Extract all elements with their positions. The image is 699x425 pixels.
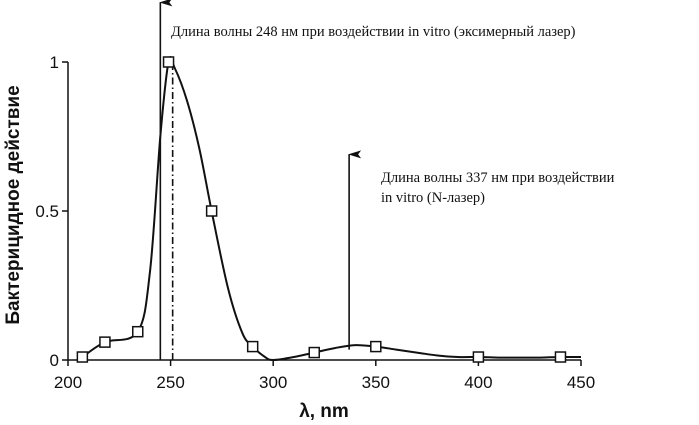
data-point (473, 352, 483, 362)
data-point (100, 337, 110, 347)
data-point (77, 352, 87, 362)
data-point (309, 348, 319, 358)
annotation-text: Длина волны 337 нм при воздействии (381, 170, 615, 186)
data-point (248, 342, 258, 352)
series-curve (78, 57, 581, 360)
x-tick-label: 300 (259, 373, 287, 392)
x-tick-label: 400 (464, 373, 492, 392)
annotation-text: Длина волны 248 нм при воздействии in vi… (171, 24, 576, 40)
x-axis-title: λ, nm (299, 401, 349, 422)
x-tick-label: 250 (156, 373, 184, 392)
x-tick-label: 350 (362, 373, 390, 392)
x-tick-label: 450 (567, 373, 595, 392)
y-tick-label: 0 (50, 351, 59, 370)
x-tick-label: 200 (54, 373, 82, 392)
y-axis-title: Бактерицидное действие (3, 85, 24, 324)
x-ticks: 200 250 300 350 400 450 (54, 360, 595, 392)
data-point (371, 342, 381, 352)
y-tick-label: 0.5 (35, 202, 59, 221)
y-ticks: 00.51 (35, 53, 68, 370)
data-point (207, 206, 217, 216)
data-point (164, 57, 174, 67)
data-point (133, 327, 143, 337)
annotation-text: in vitro (N-лазер) (381, 190, 485, 206)
annotations: Длина волны 248 нм при воздействии in vi… (160, 2, 614, 360)
y-tick-label: 1 (50, 53, 59, 72)
series-markers (77, 57, 565, 362)
data-point (555, 352, 565, 362)
